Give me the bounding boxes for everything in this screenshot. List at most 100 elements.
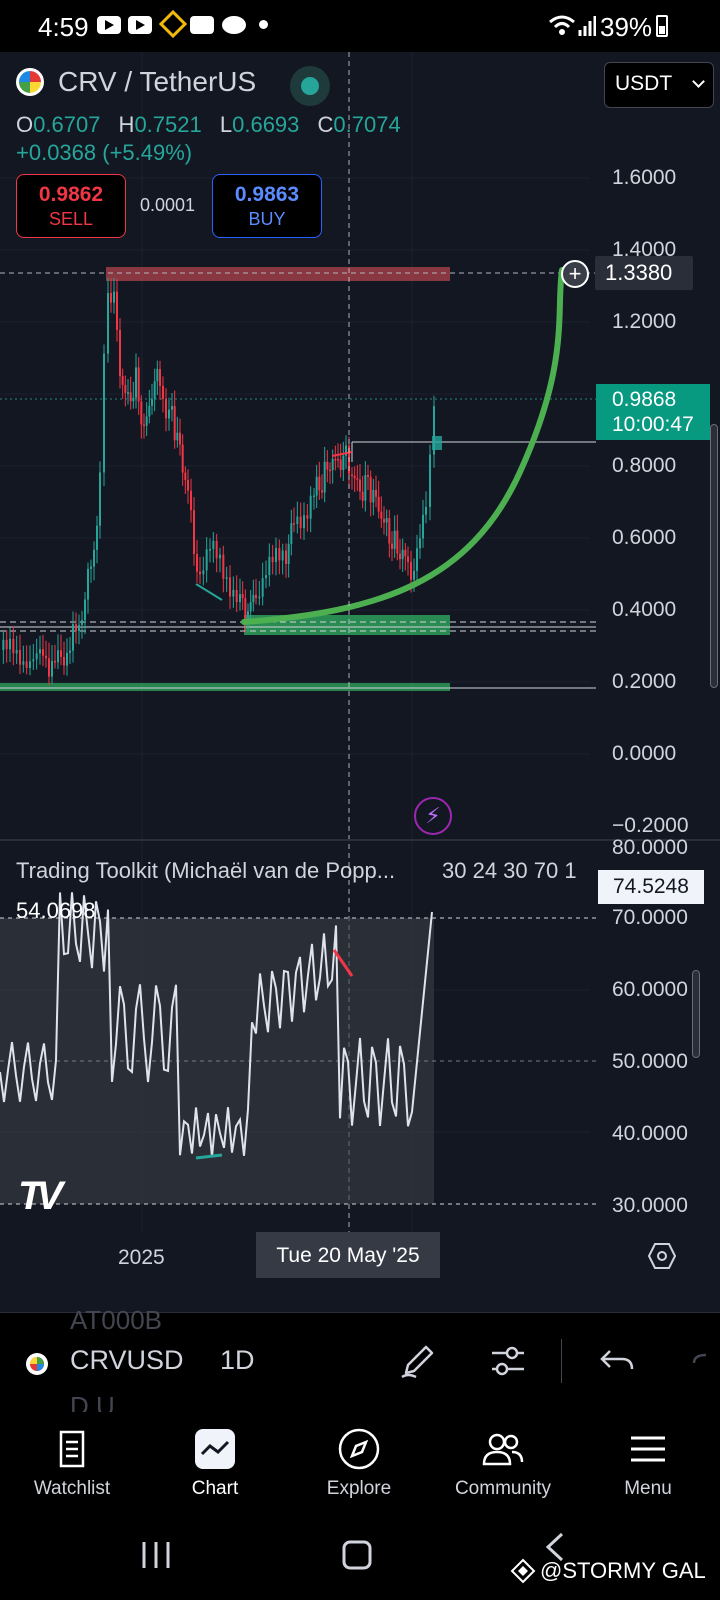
- redo-icon[interactable]: [692, 1341, 720, 1381]
- indicator-axis-label: 30.0000: [612, 1194, 688, 1217]
- candle-body: [299, 516, 302, 529]
- price-axis-label: 1.6000: [612, 166, 677, 189]
- high-value: 0.7521: [134, 112, 202, 137]
- indicator-axis-label: 50.0000: [612, 1050, 688, 1073]
- osc-divergence-green: [195, 1153, 223, 1160]
- candle-body: [309, 495, 312, 519]
- symbol-header[interactable]: CRV / TetherUS: [16, 66, 256, 98]
- candle-body: [235, 589, 238, 603]
- add-plus-icon[interactable]: +: [561, 260, 589, 288]
- undo-icon[interactable]: [598, 1341, 638, 1381]
- price-axis-label: 0.0000: [612, 742, 677, 765]
- candle-body: [380, 511, 383, 520]
- candle-body: [75, 624, 77, 632]
- currency-value: USDT: [615, 72, 673, 95]
- osc-divergence-red: [332, 949, 354, 977]
- trend-line-green[interactable]: [195, 583, 223, 601]
- candle-body: [25, 661, 28, 668]
- price-scroll-handle[interactable]: [710, 424, 718, 688]
- nav-explore[interactable]: Explore: [289, 1412, 429, 1500]
- candle-body: [313, 495, 315, 498]
- candle-body: [153, 381, 156, 400]
- pencil-draw-icon[interactable]: [398, 1341, 438, 1381]
- market-status-icon[interactable]: [290, 66, 330, 106]
- time-axis-year: 2025: [118, 1246, 165, 1269]
- price-axis-label: 0.4000: [612, 598, 677, 621]
- candle-body: [429, 454, 431, 507]
- candle-body: [190, 490, 192, 511]
- candle-body: [258, 596, 261, 599]
- candle-body: [51, 660, 53, 677]
- candle-body: [359, 479, 361, 492]
- indicator-title[interactable]: Trading Toolkit (Michaël van de Popp...: [16, 858, 396, 883]
- candle-body: [137, 367, 140, 402]
- home-icon[interactable]: [342, 1540, 372, 1570]
- candle-body: [290, 523, 293, 544]
- buy-button[interactable]: 0.9863 BUY: [212, 174, 322, 238]
- candle-body: [244, 598, 247, 619]
- last-candle-marker: [432, 436, 442, 450]
- sell-price: 0.9862: [38, 183, 104, 206]
- candle-body: [342, 455, 345, 471]
- settings-hex-icon[interactable]: [648, 1242, 676, 1270]
- candle-body: [127, 392, 129, 394]
- interval-button[interactable]: 1D: [220, 1345, 255, 1375]
- back-icon[interactable]: [544, 1532, 568, 1562]
- nav-label: Explore: [326, 1478, 392, 1499]
- horizontal-line-price-label[interactable]: 1.3380: [595, 256, 693, 290]
- indicator-settings-icon[interactable]: [488, 1341, 528, 1381]
- chart-area[interactable]: CRV / TetherUS USDT O0.6707 H0.7521 L0.6…: [0, 52, 720, 1312]
- candle-body: [42, 649, 44, 656]
- parabolic-curve[interactable]: [241, 267, 565, 625]
- chevron-down-icon: [692, 75, 705, 88]
- high-label: H: [118, 112, 135, 137]
- nav-label: Chart: [191, 1478, 239, 1499]
- candle-body: [66, 652, 68, 666]
- indicator-params: 30 24 30 70 1: [442, 858, 577, 883]
- sell-label: SELL: [48, 209, 94, 229]
- nav-chart[interactable]: Chart: [145, 1412, 285, 1500]
- lower-support-band[interactable]: [0, 683, 450, 691]
- candle-body: [407, 556, 409, 563]
- nav-community[interactable]: Community: [433, 1412, 573, 1500]
- candle-body: [413, 570, 415, 580]
- price-axis-label: 0.6000: [612, 526, 677, 549]
- recent-apps-icon[interactable]: [140, 1540, 172, 1570]
- sell-button[interactable]: 0.9862 SELL: [16, 174, 126, 238]
- nav-watchlist[interactable]: Watchlist: [2, 1412, 142, 1500]
- ghost-symbol-top: AT000B: [70, 1305, 163, 1335]
- nav-menu[interactable]: Menu: [578, 1412, 718, 1500]
- close-value: 0.7074: [333, 112, 401, 137]
- indicator-axis-label: 70.0000: [612, 906, 688, 929]
- resistance-zone[interactable]: [106, 267, 450, 281]
- currency-select[interactable]: USDT: [604, 62, 714, 108]
- support-zone[interactable]: [244, 615, 450, 635]
- candle-body: [143, 424, 145, 427]
- candle-body: [212, 540, 215, 550]
- battery-percent: 39%: [600, 12, 653, 42]
- lightning-icon[interactable]: ⚡: [414, 797, 452, 835]
- candle-body: [205, 549, 208, 571]
- buy-label: BUY: [248, 209, 286, 229]
- nav-label: Watchlist: [33, 1478, 111, 1499]
- candle-body: [419, 538, 421, 549]
- candle-body: [323, 461, 326, 493]
- candle-body: [173, 406, 176, 441]
- candle-body: [19, 649, 21, 665]
- price-axis-label: 0.2000: [612, 670, 677, 693]
- toolbar-divider: [561, 1339, 562, 1383]
- symbol-name[interactable]: CRV / TetherUS: [58, 66, 257, 97]
- candle-body: [225, 577, 228, 579]
- candle-body: [372, 489, 375, 503]
- candle-body: [331, 458, 334, 471]
- candle-body: [156, 369, 159, 382]
- candle-body: [202, 570, 205, 575]
- candle-body: [103, 353, 105, 473]
- candle-body: [168, 409, 170, 419]
- toolbar-symbol-button[interactable]: CRVUSD: [70, 1345, 184, 1375]
- price-chart[interactable]: [0, 52, 720, 1312]
- candle-body: [219, 554, 221, 559]
- indicator-scroll-handle[interactable]: [692, 970, 700, 1058]
- candle-body: [375, 489, 377, 497]
- candle-body: [72, 624, 74, 651]
